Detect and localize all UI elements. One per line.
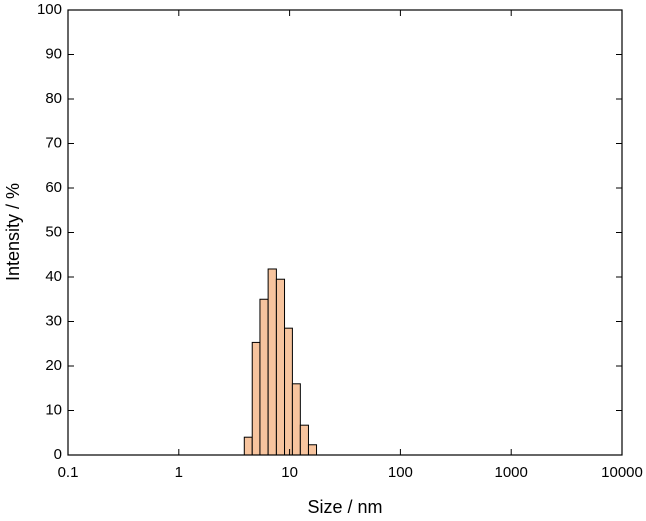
bar — [299, 424, 309, 456]
y-tick-label: 70 — [45, 134, 62, 151]
bar — [251, 341, 261, 456]
plot-frame — [67, 9, 623, 456]
x-tick-label: 10000 — [601, 464, 643, 481]
y-tick-label: 40 — [45, 268, 62, 285]
x-tick-label: 0.1 — [58, 464, 79, 481]
y-tick-label: 60 — [45, 179, 62, 196]
bar — [267, 268, 277, 456]
x-tick-label: 1 — [175, 464, 183, 481]
y-axis-title: Intensity / % — [3, 183, 23, 281]
y-tick-label: 100 — [37, 1, 62, 18]
y-tick-label: 80 — [45, 90, 62, 107]
x-tick-label: 1000 — [495, 464, 528, 481]
y-tick-label: 20 — [45, 357, 62, 374]
y-tick-label: 50 — [45, 223, 62, 240]
bar — [291, 383, 301, 456]
bar — [275, 278, 286, 456]
bar — [307, 444, 318, 456]
y-tick-label: 90 — [45, 45, 62, 62]
x-tick-label: 100 — [388, 464, 413, 481]
x-axis-title: Size / nm — [307, 497, 382, 517]
bar — [259, 298, 269, 456]
bar — [284, 327, 293, 456]
bar — [243, 436, 253, 456]
y-tick-label: 10 — [45, 401, 62, 418]
y-tick-label: 30 — [45, 312, 62, 329]
y-tick-label: 0 — [54, 446, 62, 463]
x-tick-label: 10 — [281, 464, 298, 481]
